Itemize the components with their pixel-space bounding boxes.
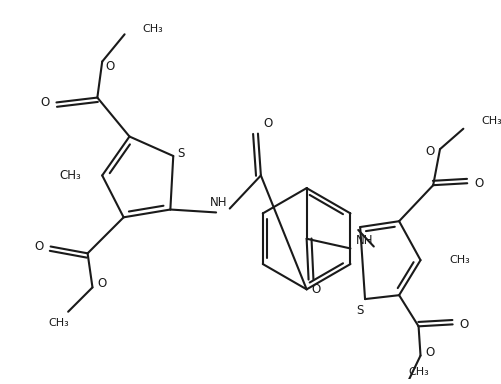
Text: O: O	[425, 346, 434, 359]
Text: O: O	[34, 240, 44, 253]
Text: CH₃: CH₃	[480, 116, 500, 126]
Text: O: O	[473, 177, 482, 190]
Text: O: O	[97, 277, 107, 290]
Text: CH₃: CH₃	[449, 255, 469, 265]
Text: CH₃: CH₃	[407, 367, 428, 377]
Text: CH₃: CH₃	[142, 25, 162, 35]
Text: S: S	[177, 147, 184, 160]
Text: O: O	[425, 145, 434, 157]
Text: CH₃: CH₃	[48, 318, 69, 328]
Text: O: O	[311, 283, 320, 296]
Text: NH: NH	[210, 196, 227, 209]
Text: CH₃: CH₃	[59, 169, 81, 182]
Text: O: O	[105, 60, 114, 73]
Text: O: O	[263, 118, 272, 130]
Text: O: O	[459, 318, 468, 331]
Text: S: S	[356, 304, 363, 317]
Text: NH: NH	[356, 234, 373, 247]
Text: O: O	[40, 96, 49, 109]
